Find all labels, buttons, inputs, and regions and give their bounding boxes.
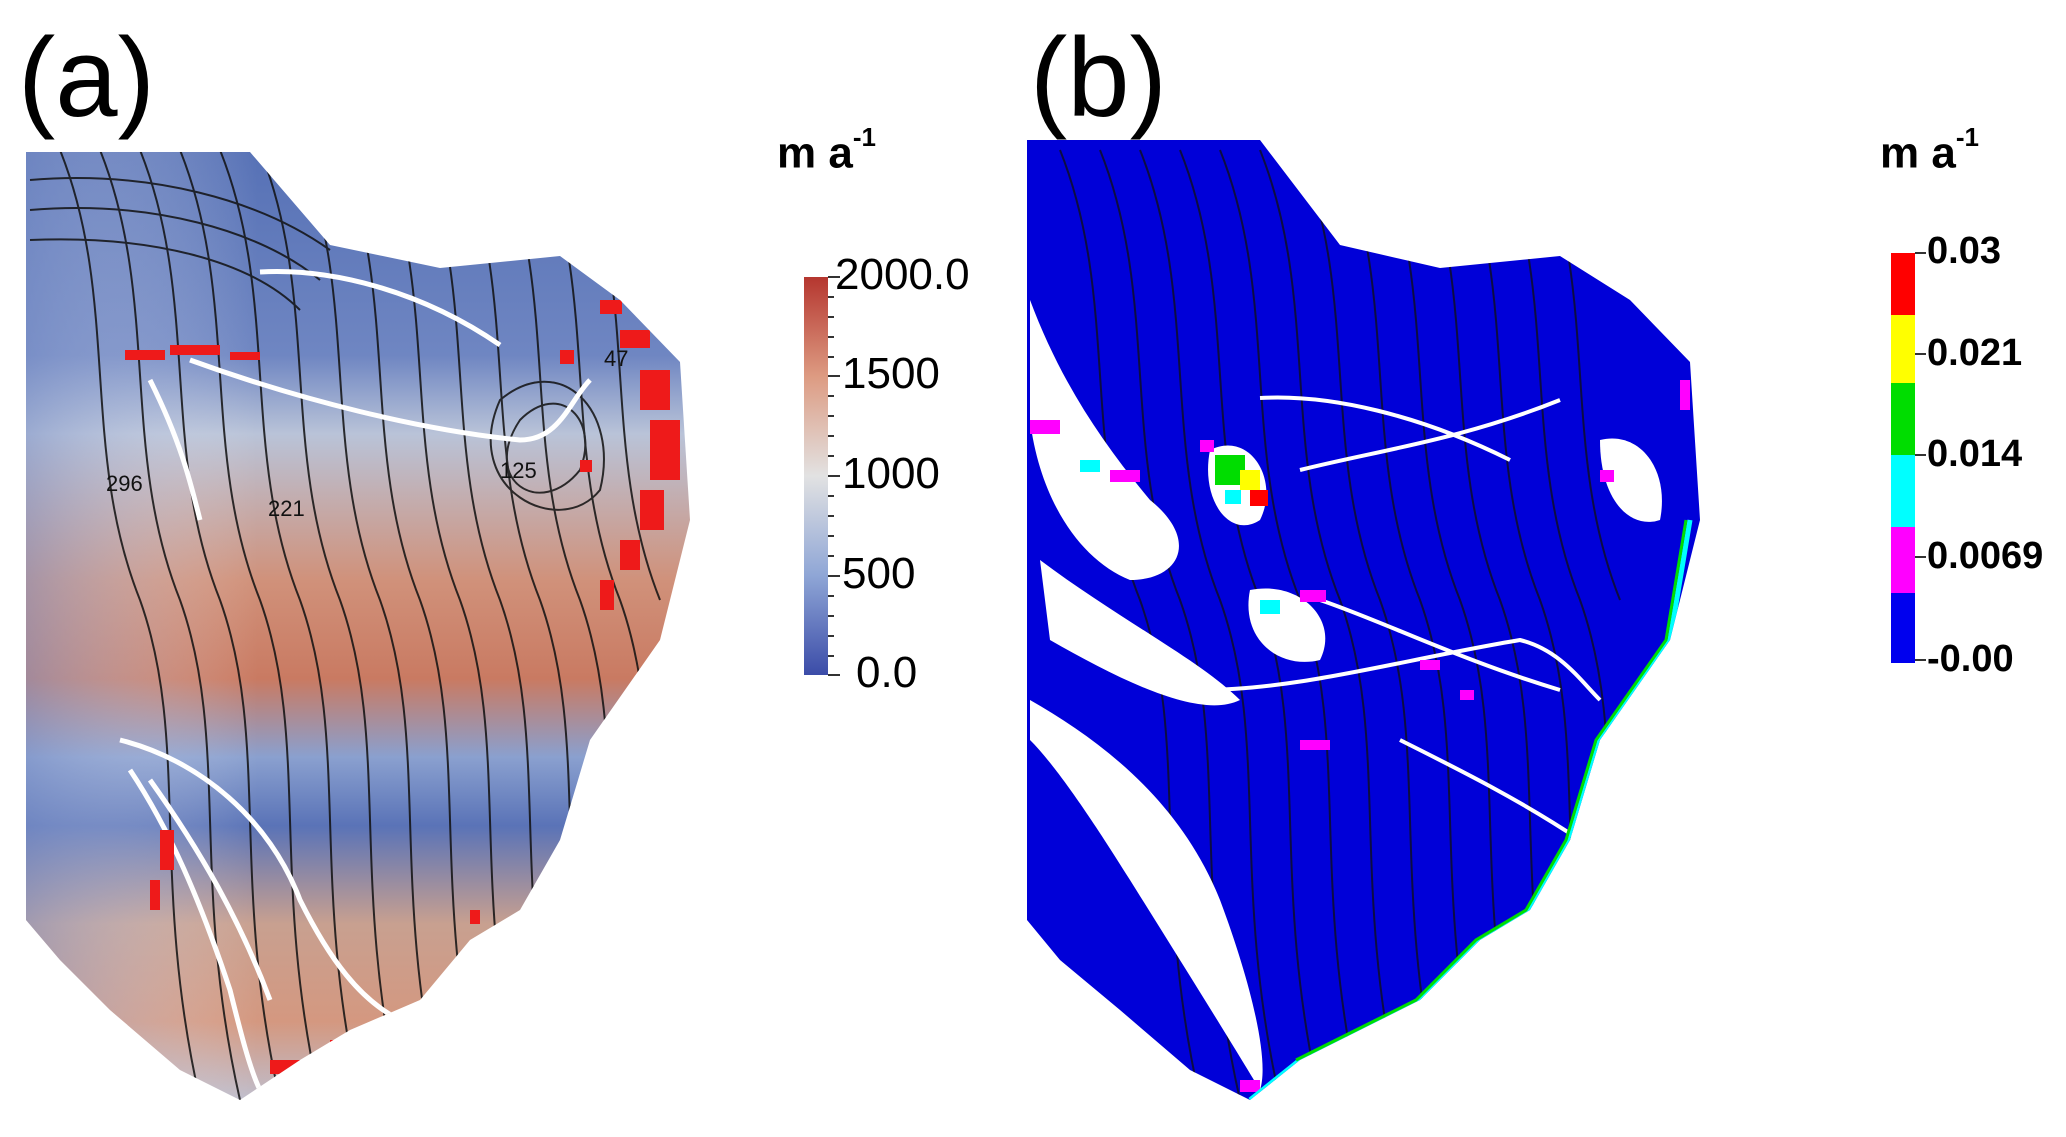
- panel-a-map: [26, 152, 690, 1100]
- colorbar-a-unit: m a-1: [777, 122, 876, 179]
- panel-b-letter: (b): [1030, 15, 1167, 140]
- flow-streams: [119, 269, 592, 1092]
- colorbar-a-tick-0: 0.0: [856, 648, 918, 697]
- colored-speckles-b: [1030, 380, 1690, 1092]
- contour-label-221: 221: [268, 496, 305, 521]
- panel-a-letter: (a): [18, 15, 155, 140]
- colorbar-a-tick-1000: 1000: [842, 449, 940, 498]
- rim-cyan: [1248, 519, 1693, 1100]
- contour-label-47: 47: [604, 346, 629, 371]
- colorbar-b-unit-main: m a: [1880, 128, 1956, 178]
- colorbar-b-tick-0.0069: 0.0069: [1927, 535, 2044, 577]
- colorbar-a-tick-2000: 2000.0: [835, 250, 970, 299]
- colorbar-a-unit-main: m a: [777, 128, 853, 178]
- colorbar-a-tick-500: 500: [842, 549, 916, 598]
- colorbar-b-tick-0.014: 0.014: [1927, 433, 2023, 475]
- colorbar-a: [804, 276, 840, 676]
- contour-label-296: 296: [106, 471, 143, 496]
- colorbar-b-unit: m a-1: [1880, 122, 1979, 179]
- colorbar-b-ticks: [1915, 252, 1926, 661]
- colorbar-b: [1891, 252, 1926, 663]
- colorbar-a-unit-exponent: -1: [852, 122, 876, 152]
- colorbar-b-tick-0.03: 0.03: [1927, 230, 2001, 272]
- colorbar-b-unit-exponent: -1: [1955, 122, 1979, 152]
- colorbar-a-ticks: [828, 276, 840, 676]
- colorbar-b-tick-0.00: -0.00: [1927, 638, 2014, 680]
- rim-green: [1295, 519, 1688, 1062]
- contour-label-125: 125: [500, 458, 537, 483]
- white-patches: [1030, 300, 1662, 1090]
- flow-streams-b: [1199, 395, 1602, 842]
- panel-b-map: [1027, 140, 1700, 1100]
- colorbar-b-tick-0.021: 0.021: [1927, 332, 2023, 374]
- colorbar-a-tick-1500: 1500: [842, 349, 940, 398]
